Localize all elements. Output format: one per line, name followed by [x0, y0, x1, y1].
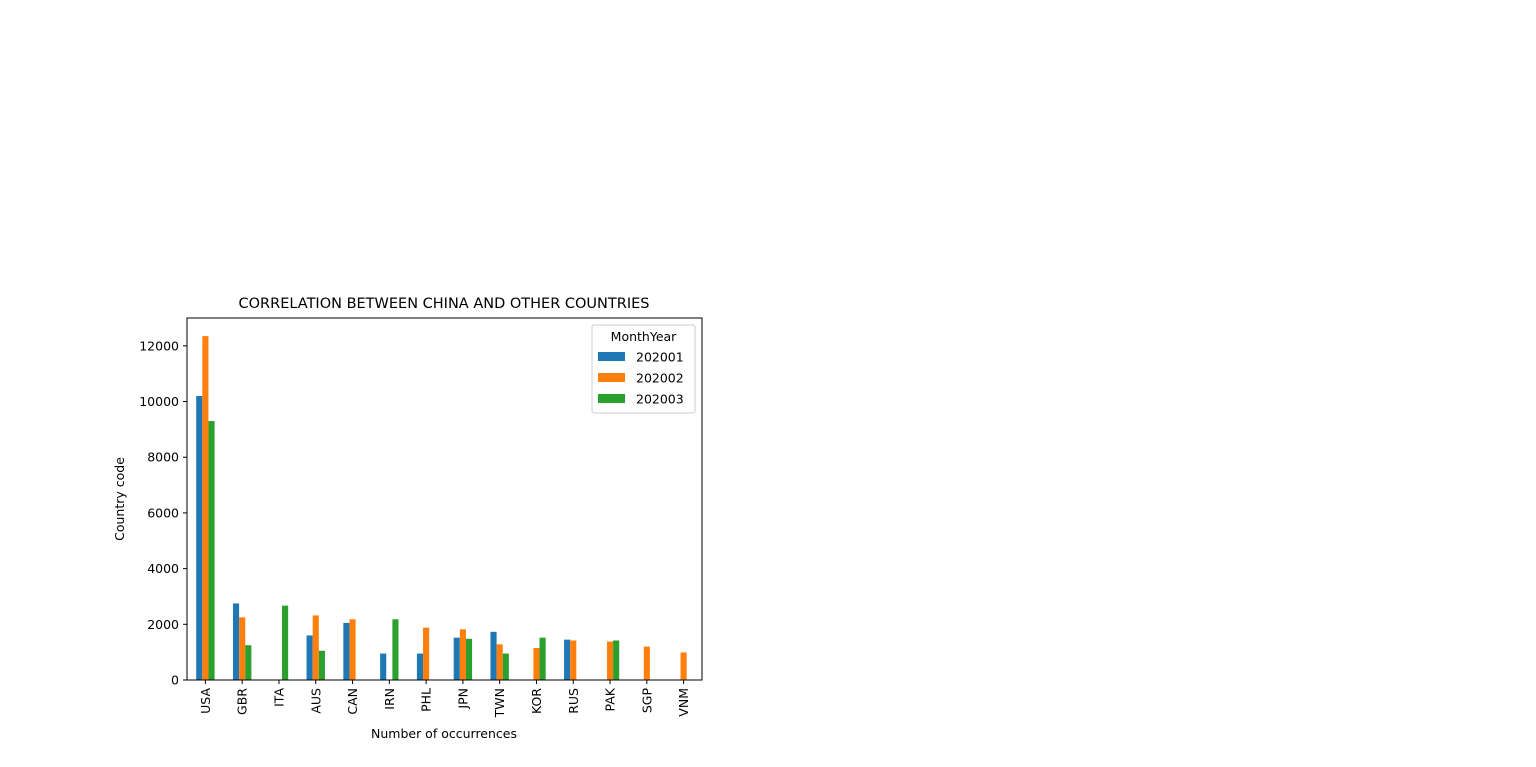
y-tick-label: 10000: [139, 394, 179, 409]
legend-swatch-202003: [598, 394, 625, 403]
legend-label-202003: 202003: [636, 392, 684, 407]
y-tick-label: 2000: [147, 617, 179, 632]
legend: MonthYear 202001 202002 202003: [591, 324, 696, 414]
x-tick-label-phl: PHL: [419, 688, 434, 712]
bar-202002-TWN: [496, 644, 503, 680]
x-tick-label-irn: IRN: [382, 688, 397, 710]
x-tick-label-vnm: VNM: [676, 688, 691, 717]
chart-title: CORRELATION BETWEEN CHINA AND OTHER COUN…: [239, 296, 650, 312]
x-tick-label-rus: RUS: [566, 688, 581, 714]
bar-202003-TWN: [502, 653, 509, 680]
x-tick-label-gbr: GBR: [235, 688, 250, 715]
bar-202002-JPN: [459, 629, 466, 680]
legend-swatch-202001: [598, 352, 625, 361]
bar-202003-PAK: [613, 640, 620, 680]
x-tick-label-can: CAN: [345, 688, 360, 715]
x-tick-label-kor: KOR: [529, 688, 544, 714]
y-tick-label: 8000: [147, 450, 179, 465]
bar-202003-AUS: [318, 650, 325, 680]
y-tick-label: 6000: [147, 505, 179, 520]
bar-202003-KOR: [539, 637, 546, 680]
x-tick-label-usa: USA: [198, 688, 213, 714]
legend-swatch-202002: [598, 373, 625, 382]
bar-202003-JPN: [465, 638, 473, 680]
x-tick-label-aus: AUS: [308, 688, 323, 714]
x-axis-label: Number of occurrences: [371, 726, 517, 741]
bar-202001-PHL: [416, 653, 424, 680]
bar-202002-AUS: [312, 615, 319, 680]
x-axis: USA GBR ITA AUS CAN IRN PHL JPN TWN KOR RUS PAK SGP V…: [198, 680, 691, 718]
legend-label-202002: 202002: [636, 371, 684, 386]
bar-202001-AUS: [306, 635, 313, 680]
bar-202003-IRN: [392, 619, 399, 680]
legend-box: [591, 324, 696, 414]
x-tick-label-sgp: SGP: [639, 688, 654, 714]
bar-202002-CAN: [349, 619, 356, 680]
bar-202002-PHL: [423, 627, 430, 680]
legend-title: MonthYear: [611, 329, 678, 344]
y-axis: 0 2000 4000 6000 8000 10000 12000: [139, 338, 187, 688]
bar-202003-USA: [208, 421, 215, 680]
y-axis-label: Country code: [112, 457, 127, 541]
bar-202003-ITA: [282, 605, 289, 680]
bar-202001-RUS: [564, 639, 571, 680]
bar-202001-IRN: [380, 653, 387, 680]
plot-area: [196, 336, 687, 680]
bar-202003-GBR: [245, 645, 252, 680]
x-tick-label-jpn: JPN: [455, 688, 470, 710]
bar-202001-GBR: [232, 603, 240, 680]
x-tick-label-ita: ITA: [271, 688, 286, 707]
bar-202002-VNM: [680, 652, 687, 680]
x-tick-label-pak: PAK: [603, 687, 618, 711]
bar-202002-GBR: [239, 617, 246, 680]
y-tick-label: 0: [171, 673, 179, 688]
bar-202002-PAK: [606, 641, 614, 680]
bar-202002-USA: [202, 336, 209, 680]
bar-202001-JPN: [453, 637, 460, 680]
bar-202001-TWN: [490, 631, 497, 680]
bar-202002-KOR: [533, 647, 540, 680]
plot-frame: [186, 317, 703, 681]
x-tick-label-twn: TWN: [492, 688, 507, 718]
legend-label-202001: 202001: [636, 350, 684, 365]
y-tick-label: 12000: [139, 338, 179, 353]
bar-202002-RUS: [570, 640, 577, 680]
bar-202001-CAN: [343, 622, 350, 680]
bar-202002-SGP: [643, 646, 650, 680]
y-tick-label: 4000: [147, 561, 179, 576]
bar-202001-USA: [196, 395, 203, 680]
